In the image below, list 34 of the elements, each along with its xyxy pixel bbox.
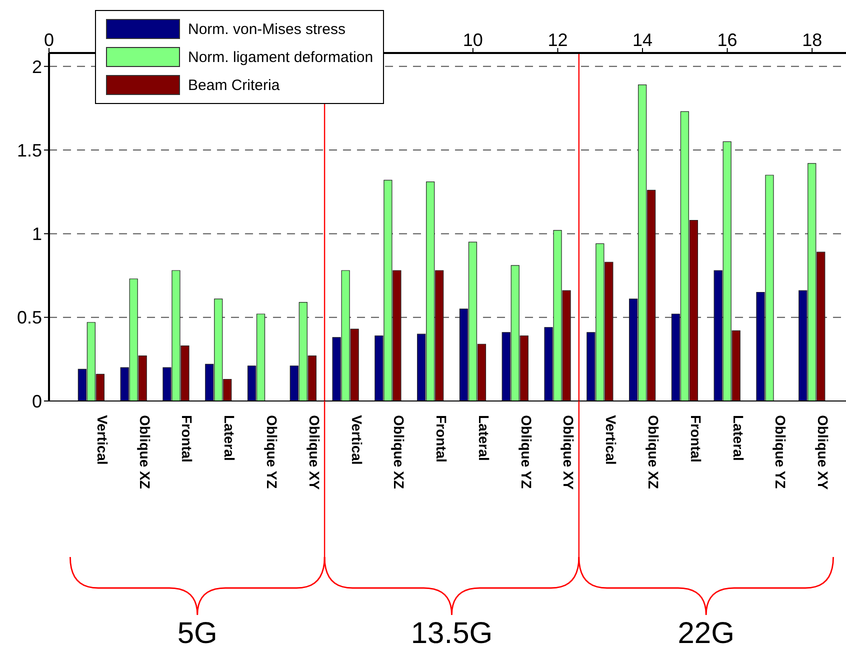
x-tick-label: Vertical — [348, 415, 365, 465]
y-tick-label: 0.5 — [16, 308, 42, 328]
x-tick-label: Oblique XZ — [391, 415, 408, 490]
x-tick-label: Oblique XY — [560, 415, 577, 490]
x-tick-label: Vertical — [94, 415, 110, 465]
x-tick-label: Frontal — [688, 415, 704, 462]
x2-tick-label: 18 — [802, 30, 822, 50]
x2-tick-label: 14 — [632, 30, 653, 50]
x-tick-label: Oblique YZ — [264, 415, 280, 490]
x-tick-label: Lateral — [730, 415, 746, 461]
y-tick-label: 0 — [32, 391, 42, 412]
text: 5G — [177, 617, 218, 650]
y-tick-label: 1 — [32, 224, 42, 244]
x-tick-label: Lateral — [222, 415, 238, 461]
x-tick-label: Oblique XZ — [136, 415, 153, 490]
legend-label: Beam Criteria — [188, 76, 280, 94]
x-tick-label: Oblique YZ — [518, 415, 534, 490]
x-tick-label: Frontal — [179, 415, 196, 462]
y-tick-label: 2 — [32, 56, 42, 77]
legend-label: Norm. ligament deformation — [188, 48, 374, 66]
x-tick-label: Oblique XY — [815, 415, 832, 490]
y-tick-label: 1.5 — [16, 140, 42, 160]
x2-tick-label: 12 — [548, 30, 568, 50]
x-tick-label: Oblique YZ — [772, 415, 789, 490]
x2-tick-label: 16 — [717, 30, 738, 50]
x-tick-label: Frontal — [434, 415, 450, 462]
legend-label: Norm. von-Mises stress — [188, 20, 346, 38]
text: 22G — [678, 617, 734, 650]
text: 13.5G — [410, 617, 493, 650]
x-tick-label: Oblique XY — [306, 415, 322, 490]
x-tick-label: Vertical — [603, 415, 620, 465]
x-tick-label: Oblique XZ — [646, 415, 662, 490]
x-tick-label: Lateral — [476, 415, 492, 461]
x2-tick-label: 10 — [462, 30, 483, 50]
